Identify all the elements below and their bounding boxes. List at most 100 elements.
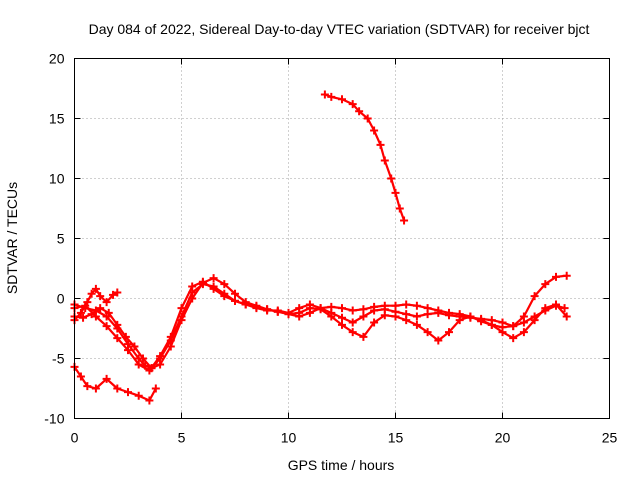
- data-point: [327, 312, 336, 321]
- data-point: [359, 332, 368, 341]
- data-point: [541, 280, 550, 289]
- data-point: [188, 294, 197, 303]
- data-point: [241, 300, 250, 309]
- series-track-5: [70, 362, 160, 405]
- y-axis-label: SDTVAR / TECUs: [4, 182, 20, 294]
- data-point: [177, 316, 186, 325]
- data-point: [466, 312, 475, 321]
- data-point: [220, 280, 229, 289]
- y-tick-label: 10: [49, 171, 65, 187]
- y-tick-label: 20: [49, 51, 65, 67]
- data-point: [145, 396, 154, 405]
- data-point: [198, 277, 207, 286]
- data-point: [87, 289, 96, 298]
- data-point: [434, 306, 443, 315]
- tick-layer: [74, 58, 610, 419]
- data-point: [391, 301, 400, 310]
- y-tick-label: -10: [44, 411, 64, 427]
- data-point: [231, 296, 239, 305]
- data-point: [156, 360, 165, 369]
- data-point: [76, 308, 85, 317]
- data-point: [355, 107, 364, 116]
- data-point: [121, 332, 130, 341]
- data-point: [102, 322, 111, 331]
- data-point: [104, 308, 113, 317]
- data-point: [359, 312, 368, 321]
- data-point: [376, 140, 385, 149]
- data-point: [412, 301, 421, 310]
- data-point: [423, 304, 432, 313]
- data-point: [552, 272, 560, 281]
- data-point: [487, 320, 496, 329]
- data-point: [445, 328, 453, 337]
- data-point: [113, 320, 122, 329]
- data-point: [412, 320, 421, 329]
- data-point: [220, 292, 229, 301]
- data-point: [391, 188, 400, 197]
- data-point: [363, 114, 372, 123]
- y-tick-label: -5: [52, 351, 65, 367]
- data-point: [498, 328, 507, 337]
- data-point: [434, 336, 443, 345]
- data-point: [166, 342, 175, 351]
- tick-label-layer: 0 5 10 15 20 25 -10 -5 0 5 10 15 20: [44, 51, 617, 446]
- data-point: [109, 290, 118, 299]
- data-point: [338, 95, 346, 104]
- data-point: [209, 274, 218, 283]
- data-point: [113, 384, 122, 393]
- data-point: [188, 282, 197, 291]
- x-tick-label: 25: [602, 430, 618, 446]
- data-point: [113, 288, 122, 297]
- data-point: [562, 271, 571, 280]
- data-point: [96, 292, 105, 301]
- data-point: [370, 318, 379, 327]
- data-point: [348, 306, 357, 315]
- data-point: [402, 316, 411, 325]
- data-point: [91, 284, 100, 293]
- data-point: [380, 301, 389, 310]
- series-track-6: [320, 90, 409, 225]
- series-layer: [70, 90, 571, 405]
- data-point: [252, 302, 261, 311]
- data-point: [156, 352, 165, 361]
- data-point: [83, 382, 92, 391]
- data-point: [348, 100, 357, 109]
- data-point: [370, 302, 379, 311]
- chart-title: Day 084 of 2022, Sidereal Day-to-day VTE…: [89, 21, 590, 37]
- data-point: [455, 310, 464, 319]
- data-point: [91, 384, 100, 393]
- data-point: [81, 301, 90, 310]
- data-point: [320, 90, 329, 99]
- data-point: [380, 156, 389, 165]
- data-point: [263, 305, 272, 314]
- data-point: [380, 311, 389, 320]
- data-point: [338, 320, 346, 329]
- data-point: [348, 328, 357, 337]
- data-point: [124, 346, 132, 355]
- data-point: [400, 216, 409, 225]
- data-point: [113, 334, 122, 343]
- data-point: [562, 312, 571, 321]
- data-point: [519, 312, 528, 321]
- data-point: [519, 328, 528, 337]
- data-point: [541, 304, 550, 313]
- y-tick-label: 5: [57, 231, 65, 247]
- data-point: [445, 308, 453, 317]
- data-point: [348, 318, 357, 327]
- x-axis-label: GPS time / hours: [288, 457, 395, 473]
- x-tick-label: 0: [71, 430, 79, 446]
- data-point: [124, 388, 132, 397]
- data-point: [391, 312, 400, 321]
- data-point: [138, 354, 147, 363]
- data-point: [338, 304, 346, 313]
- data-point: [166, 332, 175, 341]
- data-point: [295, 312, 304, 321]
- data-point: [423, 328, 432, 337]
- data-point: [273, 307, 282, 316]
- data-point: [477, 316, 486, 325]
- data-point: [284, 310, 293, 319]
- data-point: [130, 342, 139, 351]
- data-point: [305, 308, 314, 317]
